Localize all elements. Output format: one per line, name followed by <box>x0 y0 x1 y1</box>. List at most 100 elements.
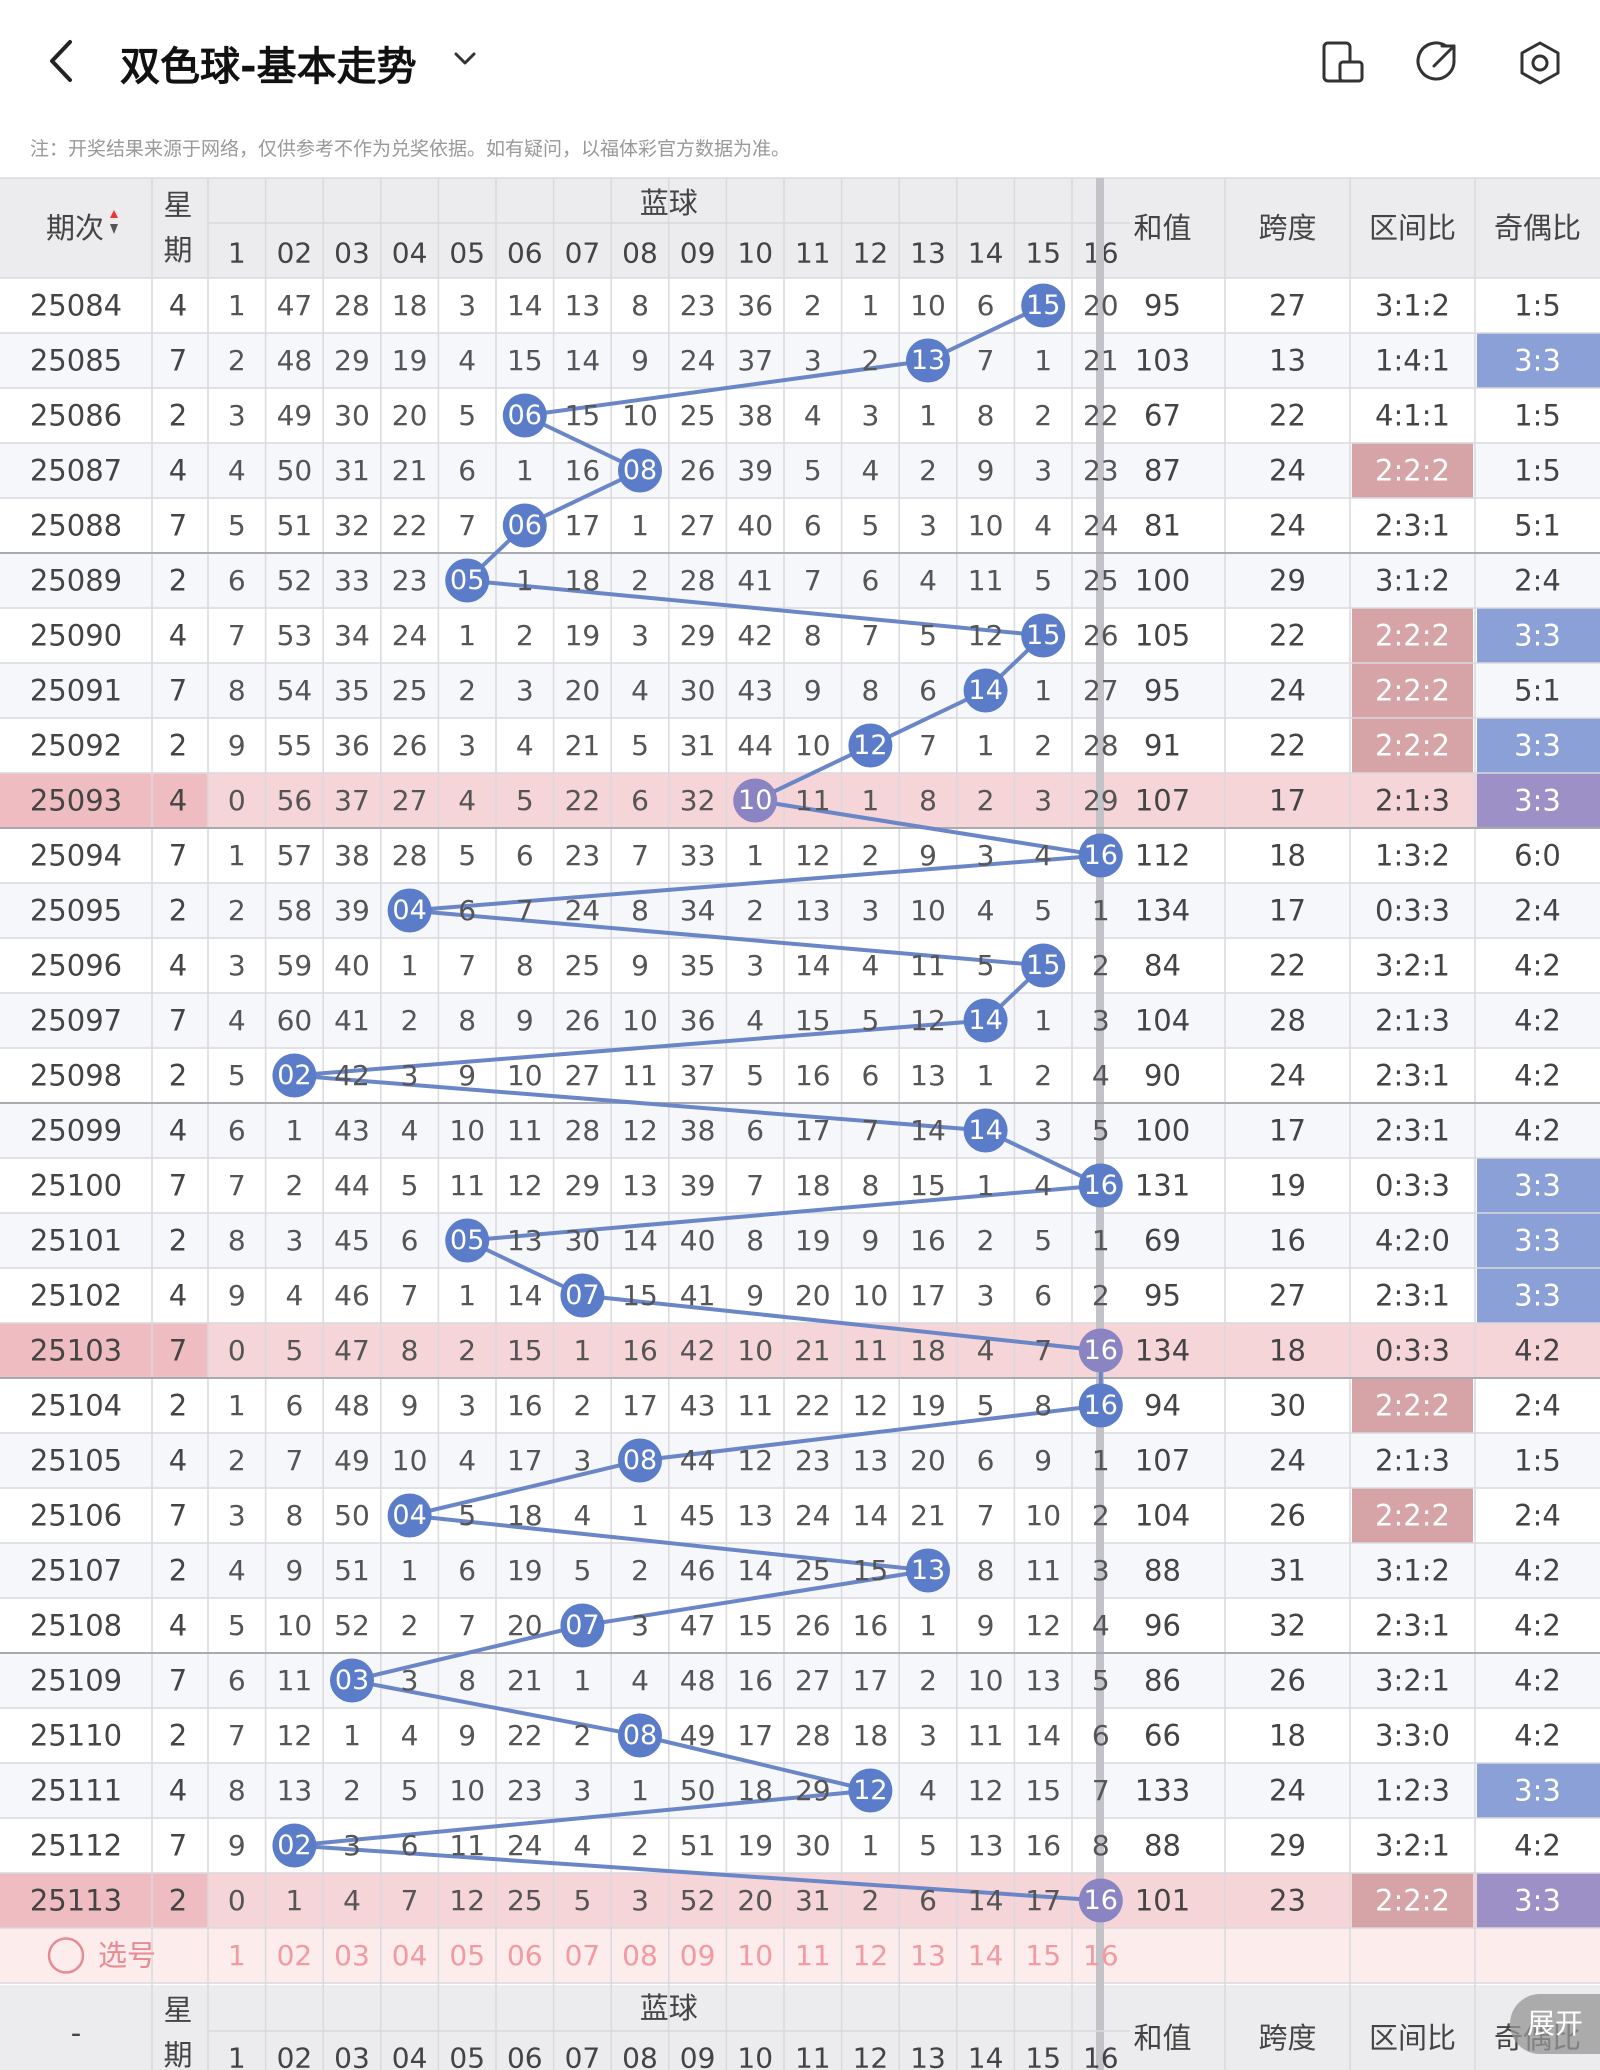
omission-cell: 31 <box>795 1884 831 1917</box>
select-ball-3[interactable]: 03 <box>334 1939 370 1972</box>
weekday-cell: 7 <box>169 1829 187 1863</box>
select-label[interactable]: 选号 <box>98 1939 156 1973</box>
omission-cell: 33 <box>680 839 716 872</box>
select-ball-9[interactable]: 09 <box>680 1939 716 1972</box>
omission-cell: 9 <box>746 1279 764 1312</box>
omission-cell: 14 <box>507 289 543 322</box>
table-row-cells: 25087 4 4 50 31 21 6 1 16 08 26 39 5 4 2 9 3 23 87 24 2:2:2 1… <box>30 448 1561 493</box>
table-row-cells: 25095 2 2 58 39 04 6 7 24 8 34 2 13 3 10 4 5 1 134 17 0:3:3 2… <box>30 888 1561 933</box>
footer-header-ball-7: 07 <box>565 2042 601 2070</box>
omission-cell: 13 <box>277 1774 313 1807</box>
settings-hexagon-icon[interactable] <box>1515 38 1565 88</box>
select-ball-8[interactable]: 08 <box>622 1939 658 1972</box>
blue-ball-number: 13 <box>911 345 945 376</box>
omission-cell: 16 <box>737 1664 773 1697</box>
footer-header-ball-12: 12 <box>853 2042 889 2070</box>
period-cell: 25094 <box>30 839 122 873</box>
omission-cell: 15 <box>910 1169 946 1202</box>
odd-even-cell: 3:3 <box>1514 1169 1561 1203</box>
blue-ball-number: 12 <box>853 1775 887 1806</box>
omission-cell: 14 <box>853 1499 889 1532</box>
omission-cell: 48 <box>680 1664 716 1697</box>
omission-cell: 25 <box>795 1554 831 1587</box>
omission-cell: 5 <box>631 729 649 762</box>
omission-cell: 1 <box>458 1279 476 1312</box>
expand-button[interactable]: 展开 <box>1510 1994 1600 2054</box>
table-row <box>0 993 1600 1048</box>
period-cell: 25086 <box>30 399 122 433</box>
table-row-cells: 25099 4 6 1 43 4 10 11 28 12 38 6 17 7 14 14 3 5 100 17 2:3:… <box>30 1108 1561 1153</box>
select-ball-7[interactable]: 07 <box>565 1939 601 1972</box>
omission-cell: 7 <box>1092 1774 1110 1807</box>
omission-cell: 7 <box>1034 1334 1052 1367</box>
omission-cell: 11 <box>968 564 1004 597</box>
select-ball-5[interactable]: 05 <box>449 1939 485 1972</box>
sum-cell: 91 <box>1144 729 1181 763</box>
omission-cell: 10 <box>795 729 831 762</box>
omission-cell: 6 <box>746 1114 764 1147</box>
column-header-ball-5: 05 <box>449 237 485 270</box>
omission-cell: 38 <box>334 839 370 872</box>
blue-ball-hit <box>1021 943 1066 988</box>
column-header-period[interactable]: 期次 <box>46 211 104 245</box>
footer-header-span: 跨度 <box>1258 2021 1316 2055</box>
select-ball-16[interactable]: 16 <box>1083 1939 1119 1972</box>
weekday-cell: 7 <box>169 1004 187 1038</box>
omission-cell: 15 <box>737 1609 773 1642</box>
blue-ball-hit <box>1078 1328 1123 1373</box>
omission-cell: 3 <box>573 1444 591 1477</box>
odd-even-highlight <box>1477 1873 1600 1928</box>
omission-cell: 4 <box>1034 839 1052 872</box>
zone-ratio-cell: 2:1:3 <box>1375 1444 1450 1478</box>
select-ball-2[interactable]: 02 <box>277 1939 313 1972</box>
omission-cell: 18 <box>737 1774 773 1807</box>
omission-cell: 8 <box>977 399 995 432</box>
section-dividers <box>0 178 1600 2070</box>
omission-cell: 26 <box>1083 619 1119 652</box>
select-ball-15[interactable]: 15 <box>1025 1939 1061 1972</box>
omission-cell: 4 <box>458 784 476 817</box>
blue-ball-number: 03 <box>335 1665 369 1696</box>
sort-up-icon[interactable] <box>110 210 118 218</box>
omission-cell: 2 <box>804 289 822 322</box>
select-radio-icon[interactable] <box>47 1937 85 1974</box>
share-icon[interactable] <box>1412 38 1462 88</box>
weekday-cell: 4 <box>169 1774 187 1808</box>
select-ball-1[interactable]: 1 <box>228 1939 246 1972</box>
span-cell: 26 <box>1269 1499 1306 1533</box>
omission-cell: 1 <box>573 1664 591 1697</box>
omission-cell: 22 <box>392 509 428 542</box>
select-ball-4[interactable]: 04 <box>392 1939 428 1972</box>
back-arrow-icon[interactable] <box>42 36 82 86</box>
omission-cell: 5 <box>1092 1664 1110 1697</box>
select-ball-11[interactable]: 11 <box>795 1939 831 1972</box>
omission-cell: 27 <box>392 784 428 817</box>
zone-ratio-cell: 3:2:1 <box>1375 1664 1450 1698</box>
select-ball-14[interactable]: 14 <box>968 1939 1004 1972</box>
odd-even-cell: 3:3 <box>1514 1224 1561 1258</box>
odd-even-cell: 4:2 <box>1514 1114 1561 1148</box>
omission-cell: 15 <box>853 1554 889 1587</box>
select-ball-6[interactable]: 06 <box>507 1939 543 1972</box>
select-ball-12[interactable]: 12 <box>853 1939 889 1972</box>
omission-cell: 8 <box>228 1224 246 1257</box>
omission-cell: 42 <box>334 1059 370 1092</box>
column-header-zone-ratio: 区间比 <box>1369 211 1456 245</box>
omission-cell: 6 <box>1092 1719 1110 1752</box>
omission-cell: 10 <box>968 1664 1004 1697</box>
select-ball-10[interactable]: 10 <box>737 1939 773 1972</box>
omission-cell: 6 <box>861 564 879 597</box>
select-ball-13[interactable]: 13 <box>910 1939 946 1972</box>
odd-even-cell: 2:4 <box>1514 564 1561 598</box>
odd-even-cell: 2:4 <box>1514 1499 1561 1533</box>
omission-cell: 41 <box>334 1004 370 1037</box>
weekday-cell: 4 <box>169 784 187 818</box>
chevron-down-icon[interactable] <box>450 44 480 74</box>
phone-layout-icon[interactable] <box>1318 38 1368 88</box>
omission-cell: 27 <box>565 1059 601 1092</box>
omission-cell: 22 <box>507 1719 543 1752</box>
odd-even-cell: 3:3 <box>1514 344 1561 378</box>
weekday-cell: 2 <box>169 399 187 433</box>
omission-cell: 9 <box>516 1004 534 1037</box>
omission-cell: 3 <box>343 1829 361 1862</box>
